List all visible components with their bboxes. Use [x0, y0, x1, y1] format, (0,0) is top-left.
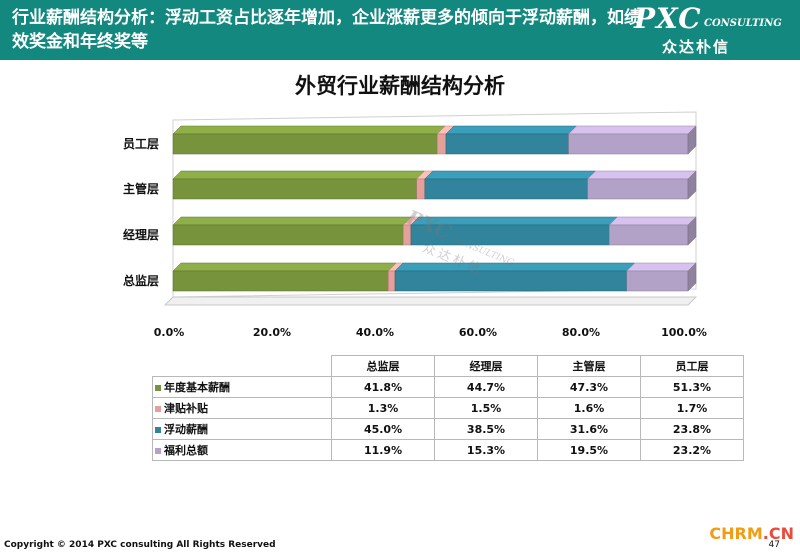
bar-segment-top — [172, 125, 446, 135]
table-row: 福利总额 11.9% 15.3% 19.5% 23.2% — [151, 439, 745, 461]
bar-segment — [172, 270, 389, 292]
table-row: 津贴补贴 1.3% 1.5% 1.6% 1.7% — [151, 397, 745, 419]
legend-label: 津贴补贴 — [164, 402, 208, 415]
bar-side — [687, 125, 697, 155]
bar-segment — [402, 224, 412, 246]
table-cell: 23.8% — [639, 418, 745, 440]
bar-segment — [172, 224, 404, 246]
category-label: 经理层 — [123, 227, 159, 242]
table-cell: 31.6% — [537, 418, 641, 440]
table-row-header: 福利总额 — [151, 439, 333, 461]
table-cell: 41.8% — [331, 376, 436, 398]
logo-chinese-text: 众达朴信 — [662, 38, 731, 56]
x-tick-label: 80.0% — [562, 326, 600, 339]
table-cell: 1.5% — [434, 397, 538, 419]
table-cell: 1.6% — [537, 397, 641, 419]
logo-main-text: PXC — [634, 2, 702, 35]
table-column-header: 总监层 — [331, 355, 436, 377]
legend-swatch — [155, 385, 161, 391]
table-cell: 19.5% — [537, 439, 641, 461]
table-row-header: 浮动薪酬 — [151, 418, 333, 440]
bar-side — [687, 170, 697, 200]
x-tick-label: 100.0% — [661, 326, 707, 339]
table-cell: 1.7% — [639, 397, 745, 419]
bar-segment-top — [567, 125, 697, 135]
logo-sub-text: CONSULTING — [704, 18, 782, 29]
copyright-text: Copyright © 2014 PXC consulting All Righ… — [4, 540, 276, 550]
legend-swatch — [155, 448, 161, 454]
bar-segment-top — [172, 216, 412, 226]
data-table: 总监层 经理层 主管层 员工层 年度基本薪酬 41.8% 44.7% 47.3%… — [151, 355, 745, 461]
bar-segment-top — [586, 170, 697, 180]
category-label: 员工层 — [123, 137, 159, 151]
bar-segment — [436, 133, 447, 155]
table-cell: 45.0% — [331, 418, 436, 440]
bar-segment-top — [445, 125, 578, 135]
legend-swatch — [155, 406, 161, 412]
category-label: 总监层 — [123, 273, 159, 288]
bar-segment — [410, 224, 610, 246]
page-title: 行业薪酬结构分析：浮动工资占比逐年增加，企业涨薪更多的倾向于浮动薪酬，如绩效奖金… — [12, 8, 641, 52]
bar-segment — [626, 270, 689, 292]
bar-segment — [568, 133, 689, 155]
table-cell: 15.3% — [434, 439, 538, 461]
site-domain: .CN — [762, 524, 794, 543]
bar-segment — [608, 224, 689, 246]
table-cell: 1.3% — [331, 397, 436, 419]
header-bar: 行业薪酬结构分析：浮动工资占比逐年增加，企业涨薪更多的倾向于浮动薪酬，如绩效奖金… — [0, 0, 800, 60]
legend-label: 福利总额 — [164, 444, 208, 457]
bar-segment — [394, 270, 627, 292]
bar-segment — [172, 178, 417, 200]
bar-segment — [587, 178, 689, 200]
bar-segment-top — [424, 170, 597, 180]
table-column-header: 员工层 — [639, 355, 745, 377]
bar-segment — [416, 178, 426, 200]
x-tick-label: 20.0% — [253, 326, 291, 339]
table-cell: 44.7% — [434, 376, 538, 398]
table-row-header: 年度基本薪酬 — [151, 376, 333, 398]
bar-side — [687, 216, 697, 246]
table-row: 浮动薪酬 45.0% 38.5% 31.6% 23.8% — [151, 418, 745, 440]
bar-segment — [172, 133, 438, 155]
table-cell: 51.3% — [639, 376, 745, 398]
plot-floor — [163, 296, 698, 306]
bar-segment-top — [172, 262, 397, 272]
bar-segment — [424, 178, 588, 200]
table-row: 年度基本薪酬 41.8% 44.7% 47.3% 51.3% — [151, 376, 745, 398]
x-tick-label: 40.0% — [356, 326, 394, 339]
table-cell: 47.3% — [537, 376, 641, 398]
legend-label: 浮动薪酬 — [164, 423, 208, 436]
bar-segment-top — [626, 262, 697, 272]
chart-title: 外贸行业薪酬结构分析 — [295, 74, 505, 98]
bar-side — [687, 262, 697, 292]
category-label: 主管层 — [123, 181, 159, 196]
table-header-row: 总监层 经理层 主管层 员工层 — [153, 355, 745, 377]
site-name: CHRM — [709, 524, 763, 543]
bar-segment-top — [608, 216, 697, 226]
legend-label: 年度基本薪酬 — [164, 381, 230, 394]
legend-swatch — [155, 427, 161, 433]
bar-segment-top — [172, 170, 426, 180]
site-watermark: CHRM.CN — [709, 524, 794, 543]
table-cell: 38.5% — [434, 418, 538, 440]
table-row-header: 津贴补贴 — [151, 397, 333, 419]
x-tick-label: 60.0% — [459, 326, 497, 339]
bar-segment-top — [410, 216, 618, 226]
table-column-header: 经理层 — [434, 355, 538, 377]
table-column-header: 主管层 — [537, 355, 641, 377]
table-cell: 23.2% — [639, 439, 745, 461]
table-cell: 11.9% — [331, 439, 436, 461]
bar-segment — [388, 270, 396, 292]
company-logo: PXC CONSULTING 众达朴信 — [634, 2, 794, 58]
table-corner — [153, 356, 332, 377]
page-number: 47 — [768, 540, 780, 550]
bar-segment — [445, 133, 569, 155]
x-tick-label: 0.0% — [154, 326, 185, 339]
bar-segment-top — [394, 262, 636, 272]
